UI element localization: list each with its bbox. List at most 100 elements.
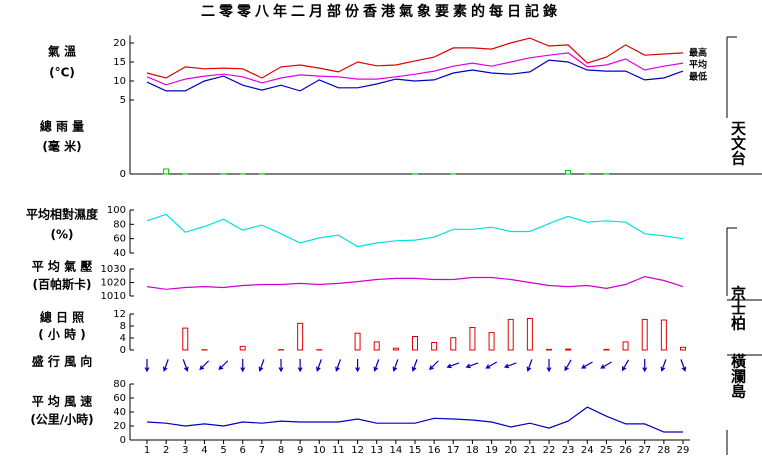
wind-arrow [581, 361, 593, 369]
x-tick-label: 2 [163, 445, 169, 456]
x-tick-label: 26 [619, 445, 632, 456]
wind-arrow [162, 359, 169, 372]
y-tick-label: 60 [113, 234, 126, 245]
x-tick-label: 6 [240, 445, 246, 456]
wind-arrow [429, 360, 439, 371]
wind-arrow [680, 359, 687, 372]
panel-label: 平 均 氣 壓 [32, 259, 93, 274]
bar [239, 345, 246, 351]
frame [130, 36, 762, 455]
y-tick-label: 12 [113, 309, 126, 320]
x-tick-label: 10 [313, 445, 326, 456]
x-tick-label: 29 [677, 445, 690, 456]
station-label: 天文台 [729, 121, 747, 167]
y-tick-label: 0 [120, 435, 126, 446]
panel-label: 平均相對濕度 [26, 207, 99, 222]
bar [469, 327, 476, 351]
wind-arrow [392, 359, 399, 372]
bar [565, 169, 572, 175]
x-tick-label: 20 [504, 445, 517, 456]
panel-label: 氣 溫 [48, 44, 76, 59]
x-tick-label: 1 [144, 445, 150, 456]
x-tick-label: 19 [485, 445, 498, 456]
bar [354, 332, 361, 351]
station-label: 京士柏 [729, 285, 747, 332]
panel-unit: (°C) [49, 66, 75, 80]
y-tick-label: 1010 [101, 291, 126, 302]
wind-arrow [240, 359, 246, 373]
y-tick-label: 0 [120, 345, 126, 356]
bar [163, 168, 170, 175]
x-tick-label: 13 [370, 445, 383, 456]
bar [565, 348, 572, 351]
y-tick-label: 40 [113, 248, 126, 259]
bar [526, 318, 533, 351]
bar [603, 348, 610, 351]
y-tick-label: 1020 [101, 278, 126, 289]
wind-arrow [258, 359, 265, 372]
x-tick-label: 22 [543, 445, 556, 456]
bar [507, 318, 514, 351]
legend-label: 平均 [689, 59, 707, 71]
wind-arrow [144, 359, 150, 373]
wind-arrow [278, 359, 284, 373]
wind-arrow [297, 359, 303, 373]
x-tick-label: 4 [201, 445, 207, 456]
x-tick-label: 21 [523, 445, 536, 456]
x-tick-label: 8 [278, 445, 284, 456]
x-tick-label: 25 [600, 445, 613, 456]
chart-title: 二零零八年二月部份香港氣象要素的每日記錄 [201, 3, 561, 20]
x-tick-label: 7 [259, 445, 265, 456]
wind-arrow [373, 359, 380, 372]
line [146, 275, 684, 290]
panel-label: 盛 行 風 向 [32, 354, 93, 369]
x-tick-label: 3 [182, 445, 188, 456]
panel-label: 總 雨 量 [40, 119, 84, 134]
x-tick-label: 11 [332, 445, 345, 456]
legend-label: 最高 [689, 47, 707, 59]
panel-unit: ( 小 時 ) [38, 327, 86, 342]
wind-arrow [335, 359, 342, 372]
y-tick-label: 0 [120, 169, 126, 180]
x-tick-label: 17 [447, 445, 460, 456]
panel-label: 總 日 照 [40, 310, 84, 325]
wind-arrow [642, 359, 648, 373]
bar [182, 327, 189, 351]
wind-arrow [218, 360, 229, 371]
x-tick-label: 18 [466, 445, 479, 456]
bar [660, 319, 667, 351]
line [146, 59, 684, 92]
line [146, 37, 684, 79]
bar [297, 322, 304, 351]
panel-unit: (百帕斯卡) [33, 277, 92, 292]
line [146, 406, 683, 433]
x-tick-label: 9 [297, 445, 303, 456]
wind-arrow [199, 360, 210, 371]
y-tick-label: 60 [113, 393, 126, 404]
x-tick-label: 23 [562, 445, 575, 456]
x-tick-label: 14 [389, 445, 402, 456]
wind-arrow [564, 359, 572, 372]
legend-label: 最低 [689, 71, 707, 83]
line [146, 213, 684, 248]
bar [622, 341, 629, 351]
bar [450, 337, 457, 351]
y-tick-label: 15 [113, 57, 126, 68]
y-tick-label: 20 [113, 421, 126, 432]
x-tick-label: 28 [657, 445, 670, 456]
station-label: 橫瀾島 [729, 353, 747, 400]
line [146, 52, 684, 86]
y-tick-label: 40 [113, 407, 126, 418]
wind-arrow [465, 362, 479, 369]
bar [373, 341, 380, 351]
wind-arrow [503, 362, 517, 369]
y-tick-label: 5 [120, 95, 126, 106]
x-tick-label: 15 [409, 445, 422, 456]
bar [392, 347, 399, 351]
y-tick-label: 10 [113, 76, 126, 87]
y-tick-label: 80 [113, 379, 126, 390]
wind-arrow [182, 359, 189, 372]
bar [680, 346, 686, 351]
panel-unit: (毫 米) [42, 139, 81, 154]
